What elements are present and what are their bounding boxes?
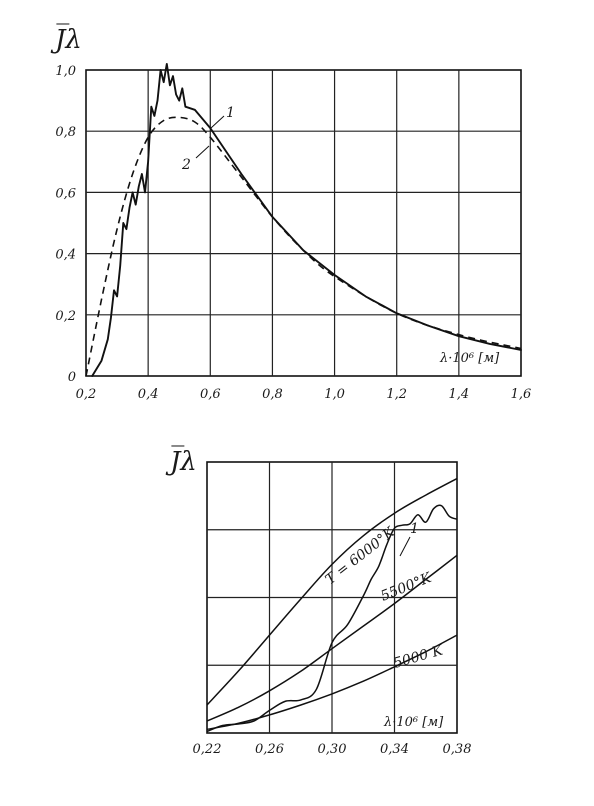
chart-bottom-series-6000-line xyxy=(206,477,458,706)
chart-bottom-series-1-line xyxy=(206,504,458,733)
chart-top-grid xyxy=(85,69,522,377)
chart-top-x-tick-label: 1,6 xyxy=(511,387,532,402)
chart-top-x-tick-label: 0,8 xyxy=(262,387,283,402)
chart-top-y-tick-label: 0,8 xyxy=(55,125,76,140)
chart-bottom-ticks: 0,22 0,26 0,30 0,34 0,38 xyxy=(193,742,472,757)
chart-bottom-series-5500-line xyxy=(206,554,458,722)
chart-top: 0,2 0,4 0,6 0,8 1,0 1,2 1,4 1,600,20,40,60,81,0… xyxy=(50,23,531,402)
chart-top-y-tick-label: 1,0 xyxy=(55,64,76,79)
chart-bottom-x-tick-label: 0,26 xyxy=(255,742,284,757)
chart-top-y-tick-label: 0 xyxy=(68,370,76,385)
series-1-leader xyxy=(210,115,225,129)
chart-top-y-tick-label: 0,6 xyxy=(55,186,76,201)
chart-top-x-tick-label: 0,4 xyxy=(138,387,159,402)
chart-bottom-x-tick-label: 0,34 xyxy=(380,742,409,757)
chart-bottom-series-1-leader xyxy=(399,536,411,557)
chart-bottom-series-5500-label: 5500°K xyxy=(379,569,436,604)
chart-top-x-tick-label: 0,6 xyxy=(200,387,221,402)
chart-bottom-x-tick-label: 0,38 xyxy=(443,742,472,757)
chart-top-y-tick-label: 0,2 xyxy=(55,309,76,324)
chart-top-xlabel: λ·10⁶ [м] xyxy=(439,351,500,366)
chart-top-y-tick-label: 0,4 xyxy=(55,248,76,263)
chart-bottom-series-5000-label: 5000 K xyxy=(392,642,446,672)
chart-bottom-xlabel: λ·10⁶ [м] xyxy=(383,715,444,730)
chart-bottom-series-1-label: 1 xyxy=(410,521,419,537)
chart-bottom-series-6000-label: T = 6000°K xyxy=(323,523,400,588)
chart-top-x-tick-label: 0,2 xyxy=(76,387,97,402)
chart-top-ticks: 0,2 0,4 0,6 0,8 1,0 1,2 1,4 1,600,20,40,60,81,0 xyxy=(55,64,531,402)
chart-top-ylabel: J̅λ xyxy=(50,23,82,55)
chart-top-x-tick-label: 1,0 xyxy=(324,387,345,402)
chart-bottom: 0,22 0,26 0,30 0,34 0,38 J̅λ λ·10⁶ [м] T = 6… xyxy=(165,445,471,757)
chart-bottom-x-tick-label: 0,22 xyxy=(193,742,222,757)
chart-bottom-series-5000-line xyxy=(206,634,458,731)
chart-top-series-1-line xyxy=(91,62,522,377)
chart-top-series-2-line xyxy=(85,116,522,377)
series-2-leader xyxy=(195,145,210,159)
chart-bottom-x-tick-label: 0,30 xyxy=(318,742,347,757)
chart-bottom-grid xyxy=(206,461,458,734)
chart-top-series-1-label: 1 xyxy=(226,105,235,121)
chart-bottom-ylabel: J̅λ xyxy=(165,445,197,477)
chart-top-frame xyxy=(85,69,522,377)
chart-top-series-2-label: 2 xyxy=(181,157,191,173)
chart-top-x-tick-label: 1,2 xyxy=(386,387,407,402)
chart-top-x-tick-label: 1,4 xyxy=(449,387,470,402)
